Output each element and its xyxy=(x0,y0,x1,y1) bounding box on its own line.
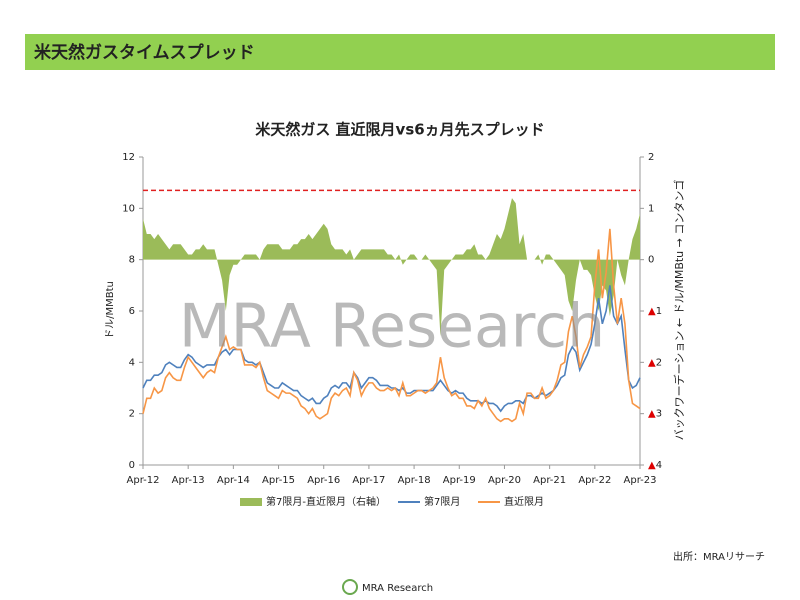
x-tick-label: Apr-22 xyxy=(578,475,611,486)
price-line xyxy=(142,228,641,423)
y-tick-label: 10 xyxy=(122,203,135,214)
legend-swatch xyxy=(240,498,262,506)
y-tick-label: 2 xyxy=(129,409,135,420)
x-tick-label: Apr-23 xyxy=(624,475,657,486)
y2-tick-label: 0 xyxy=(648,255,654,266)
y-tick-label: 0 xyxy=(129,460,135,471)
y-tick-label: 8 xyxy=(129,255,135,266)
x-tick-label: Apr-16 xyxy=(307,475,340,486)
y2-tick-label: ▲3 xyxy=(648,409,662,420)
x-tick-label: Apr-14 xyxy=(217,475,250,486)
y2-tick-label: ▲4 xyxy=(648,460,662,471)
x-tick-label: Apr-15 xyxy=(262,475,295,486)
legend-label: 直近限月 xyxy=(504,495,544,508)
y2-tick-label: ▲2 xyxy=(648,357,662,368)
chart-title: 米天然ガス 直近限月vs6ヵ月先スプレッド xyxy=(255,121,544,139)
x-tick-label: Apr-18 xyxy=(398,475,431,486)
watermark: MRA Research xyxy=(179,292,605,362)
logo-text: MRA Research xyxy=(362,583,433,594)
y2-tick-label: 1 xyxy=(648,203,654,214)
legend-label: 第7限月-直近限月（右軸） xyxy=(266,495,386,508)
header-bar xyxy=(25,34,775,70)
source: 出所：MRAリサーチ xyxy=(673,550,765,563)
y-tick-label: 12 xyxy=(122,152,135,163)
y2-axis-label: バックワーデーション ← ドル/MMBtu → コンタンゴ xyxy=(672,180,686,441)
x-tick-label: Apr-13 xyxy=(172,475,205,486)
x-tick-label: Apr-19 xyxy=(443,475,476,486)
y2-tick-label: 2 xyxy=(648,152,654,163)
price-line xyxy=(142,285,641,413)
x-tick-label: Apr-21 xyxy=(533,475,566,486)
x-tick-label: Apr-12 xyxy=(127,475,160,486)
y-axis-label: ドル/MMBtu xyxy=(105,281,116,339)
legend-label: 第7限月 xyxy=(424,495,460,508)
y2-tick-label: ▲1 xyxy=(648,306,662,317)
logo-icon xyxy=(342,579,358,595)
y-tick-label: 6 xyxy=(129,306,135,317)
header-title: 米天然ガスタイムスプレッド xyxy=(34,42,255,63)
y-tick-label: 4 xyxy=(129,357,135,368)
x-tick-label: Apr-17 xyxy=(352,475,385,486)
spread-area xyxy=(143,198,640,337)
x-tick-label: Apr-20 xyxy=(488,475,521,486)
